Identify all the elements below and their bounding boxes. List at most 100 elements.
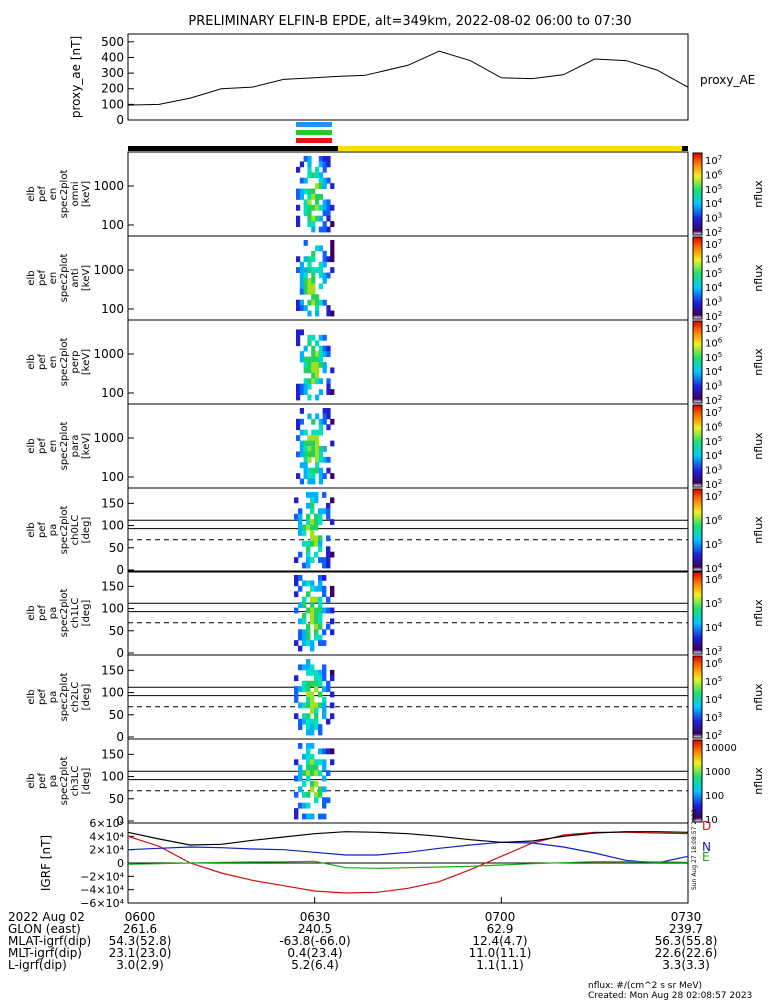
- heatmap-cell: [318, 177, 323, 184]
- heatmap-cell: [298, 664, 303, 671]
- panel-ylabel-line: [keV]: [81, 433, 92, 459]
- heatmap-cell: [310, 585, 315, 592]
- heatmap-cell: [302, 629, 307, 636]
- heatmap-cell: [326, 413, 331, 420]
- ae-ytick-label: 100: [101, 97, 124, 111]
- heatmap-cell: [322, 664, 327, 671]
- heatmap-cell: [315, 199, 320, 206]
- colorbar-tick-label: 102: [705, 729, 722, 742]
- igrf-ytick-label: −2×10⁴: [80, 870, 124, 883]
- heatmap-cell: [299, 261, 304, 268]
- heatmap-cell: [299, 272, 304, 279]
- panel-pa-ch1LC: elb pef pa spec2plot ch1LC [deg] 150 100 50 0 106 1…: [26, 570, 765, 660]
- heatmap-cell: [296, 256, 301, 263]
- colorbar-label: nflux: [752, 683, 765, 711]
- panel-ylabel-line: spec2plot: [59, 170, 70, 219]
- igrf-legend-D: D: [702, 819, 711, 833]
- panel-ytick-label: 100: [101, 302, 124, 316]
- heatmap-cell: [310, 535, 315, 542]
- heatmap-cell: [310, 786, 315, 793]
- heatmap-cell: [315, 456, 320, 463]
- heatmap-cell: [307, 156, 312, 162]
- heatmap-cell: [318, 691, 323, 698]
- heatmap-cell: [302, 524, 307, 531]
- heatmap-cell: [322, 775, 327, 782]
- heatmap-cell: [318, 156, 323, 162]
- panel-ylabel-line: anti: [70, 268, 81, 287]
- heatmap-cell: [314, 492, 319, 498]
- heatmap-cell: [322, 713, 327, 720]
- heatmap-cell: [310, 813, 315, 820]
- heatmap-cell: [311, 194, 316, 200]
- heatmap-cell: [307, 221, 312, 227]
- heatmap-cell: [299, 177, 304, 184]
- heatmap-cell: [326, 456, 331, 463]
- heatmap-cell: [318, 623, 323, 630]
- heatmap-cell: [314, 713, 319, 720]
- heatmap-cell: [311, 283, 316, 290]
- heatmap-cell: [315, 166, 320, 173]
- heatmap-cell: [306, 770, 311, 776]
- heatmap-cell: [310, 764, 315, 771]
- heatmap-cell: [306, 580, 311, 587]
- heatmap-cell: [330, 497, 335, 504]
- heatmap-cell: [314, 770, 319, 776]
- heatmap-cell: [294, 713, 299, 720]
- heatmap-cell: [315, 367, 320, 374]
- colorbar-label: nflux: [752, 264, 765, 292]
- panel-ytick-label: 150: [101, 579, 124, 593]
- heatmap-cell: [318, 602, 323, 608]
- heatmap-cell: [302, 580, 307, 587]
- heatmap-cell: [302, 602, 307, 608]
- heatmap-cell: [322, 199, 327, 206]
- heatmap-cell: [326, 502, 331, 509]
- heatmap-cell: [330, 367, 335, 374]
- heatmap-cell: [307, 340, 312, 347]
- heatmap-cell: [314, 618, 319, 625]
- heatmap-cell: [318, 786, 323, 793]
- footer-row-value: 54.3(52.8): [109, 934, 172, 948]
- heatmap-cell: [318, 680, 323, 687]
- heatmap-cell: [310, 680, 315, 687]
- heatmap-cell: [303, 456, 308, 463]
- heatmap-cell: [322, 629, 327, 636]
- heatmap-cell: [326, 177, 331, 184]
- heatmap-cell: [322, 786, 327, 793]
- heatmap-cell: [296, 166, 301, 173]
- heatmap-cell: [307, 161, 312, 168]
- heatmap-cell: [330, 221, 335, 227]
- heatmap-cell: [307, 283, 312, 290]
- heatmap-cell: [330, 240, 335, 246]
- heatmap-cell: [298, 524, 303, 531]
- panel-ylabel-line: elb: [26, 438, 37, 453]
- heatmap-cell: [326, 351, 331, 357]
- colorbar: [692, 236, 703, 320]
- colorbar-tick-label: 104: [705, 693, 723, 706]
- heatmap-cell: [318, 245, 323, 252]
- panel-ytick-label: 150: [101, 496, 124, 510]
- heatmap-cell: [302, 540, 307, 547]
- heatmap-cell: [307, 261, 312, 268]
- panel-ylabel-line: omni: [70, 182, 81, 207]
- heatmap-cell: [318, 267, 323, 273]
- panel-ylabel-line: perp: [70, 351, 81, 374]
- heatmap-cell: [296, 221, 301, 227]
- footer-row-value: -63.8(-66.0): [279, 934, 350, 948]
- panel-ytick-label: 50: [109, 624, 124, 638]
- heatmap-cell: [315, 245, 320, 252]
- heatmap-cell: [318, 378, 323, 385]
- heatmap-cell: [307, 394, 312, 401]
- panel-ylabel-line: para: [70, 435, 81, 458]
- heatmap-cell: [330, 585, 335, 592]
- heatmap-cell: [298, 513, 303, 520]
- heatmap-cell: [318, 618, 323, 625]
- heatmap-cell: [306, 607, 311, 614]
- heatmap-cell: [311, 345, 316, 352]
- heatmap-cell: [296, 204, 301, 211]
- panel-ylabel-line: pef: [37, 605, 48, 622]
- heatmap-cell: [322, 204, 327, 211]
- heatmap-cell: [326, 680, 331, 687]
